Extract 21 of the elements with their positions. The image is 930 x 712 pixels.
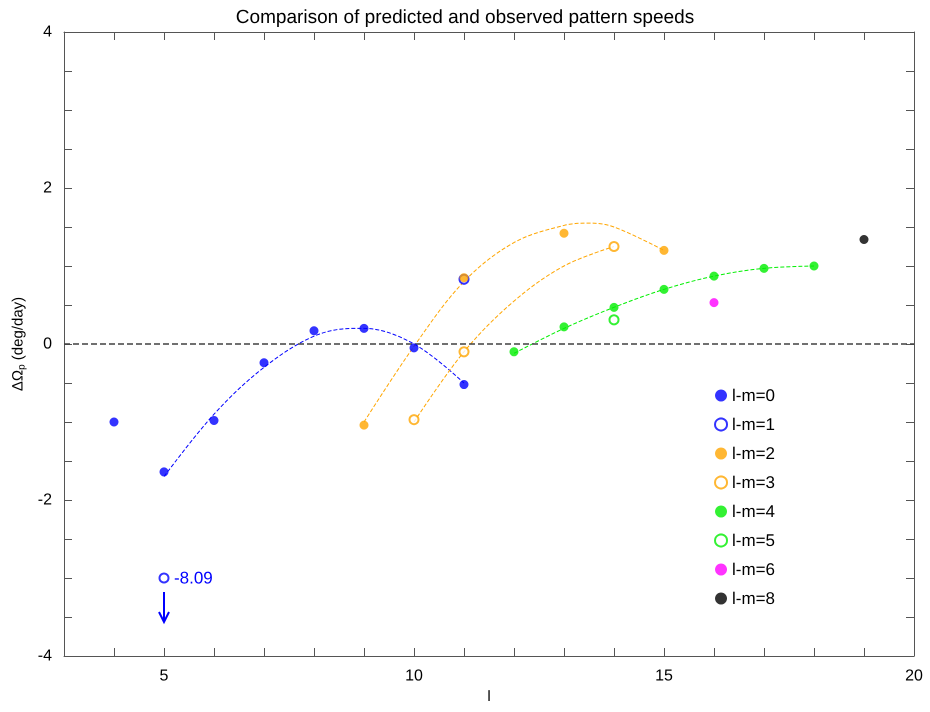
x-tick-label: 5 (160, 668, 169, 684)
x-axis-title: l (487, 688, 491, 705)
x-tick-label: 20 (905, 668, 923, 684)
x-tick-label: 15 (655, 668, 673, 684)
x-tick-label: 10 (405, 668, 423, 684)
legend-label: l-m=0 (732, 386, 776, 405)
y-tick-label: -2 (38, 492, 52, 508)
legend-label: l-m=5 (732, 531, 776, 550)
legend-label: l-m=4 (732, 502, 776, 521)
y-tick-label: -4 (38, 648, 52, 664)
legend-label: l-m=1 (732, 415, 776, 434)
y-tick-label: 0 (43, 336, 52, 352)
y-tick-label: 2 (43, 180, 52, 196)
annotation: -8.09 (174, 568, 213, 588)
legend-label: l-m=3 (732, 473, 776, 492)
y-axis-title: ΔΩp (deg/day) (9, 296, 28, 392)
chart-title: Comparison of predicted and observed pattern speeds (236, 7, 694, 28)
legend-label: l-m=6 (732, 560, 776, 579)
legend-label: l-m=8 (732, 589, 776, 608)
y-tick-label: 4 (43, 24, 52, 40)
legend-label: l-m=2 (732, 444, 776, 463)
